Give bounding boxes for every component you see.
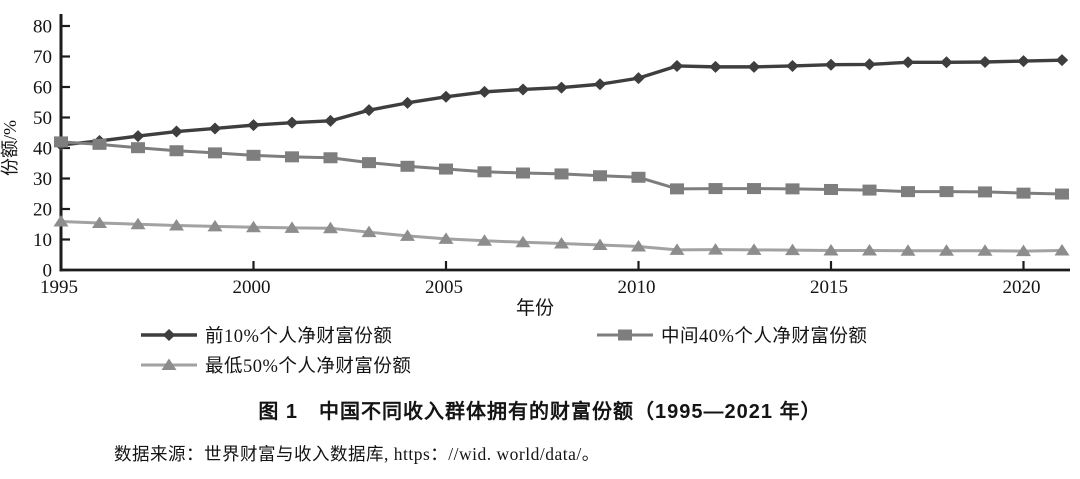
svg-text:20: 20 — [33, 200, 52, 221]
svg-text:2000: 2000 — [233, 277, 271, 298]
y-axis-ticks: 0 10 20 30 40 50 60 70 80 — [33, 17, 70, 282]
svg-text:40: 40 — [33, 139, 52, 160]
svg-text:0: 0 — [43, 261, 53, 282]
svg-text:30: 30 — [33, 169, 52, 190]
svg-text:10: 10 — [33, 230, 52, 251]
chart-legend: 前10%个人净财富份额 中间40%个人净财富份额 最低50%个人净财富份额 — [0, 316, 1080, 386]
x-axis-label: 年份 — [516, 297, 554, 316]
series-square — [54, 136, 1069, 200]
legend-item-middle40: 中间40%个人净财富份额 — [596, 324, 868, 347]
legend-label-middle40: 中间40%个人净财富份额 — [661, 327, 868, 347]
x-axis-ticks: 1995 2000 2005 2010 2015 2020 — [40, 261, 1041, 298]
middle40-square-marker-icon — [597, 329, 653, 341]
svg-text:60: 60 — [33, 78, 52, 99]
figure-caption: 图 1 中国不同收入群体拥有的财富份额（1995—2021 年） — [258, 401, 822, 423]
series-diamond — [54, 54, 1069, 151]
svg-text:2020: 2020 — [1003, 277, 1041, 298]
svg-text:70: 70 — [33, 47, 52, 68]
legend-label-bottom50: 最低50%个人净财富份额 — [205, 357, 412, 377]
legend-item-top10: 前10%个人净财富份额 — [140, 324, 393, 347]
data-source: 数据来源：世界财富与收入数据库, https：//wid. world/data… — [114, 444, 600, 464]
legend-item-bottom50: 最低50%个人净财富份额 — [140, 354, 412, 377]
legend-label-top10: 前10%个人净财富份额 — [205, 327, 393, 347]
wealth-share-line-chart: 0 10 20 30 40 50 60 70 80 1995 2000 2005 2010 2015 202… — [0, 14, 1070, 316]
svg-text:2015: 2015 — [810, 277, 848, 298]
svg-text:2005: 2005 — [425, 277, 463, 298]
svg-text:2010: 2010 — [618, 277, 656, 298]
axes — [59, 14, 1070, 272]
bottom50-triangle-marker-icon — [141, 358, 197, 370]
series-triangle — [53, 215, 1070, 257]
svg-text:80: 80 — [33, 17, 52, 38]
y-axis-label: 份额/% — [0, 120, 20, 176]
top10-diamond-marker-icon — [141, 329, 197, 341]
svg-text:50: 50 — [33, 108, 52, 129]
svg-text:1995: 1995 — [40, 277, 78, 298]
